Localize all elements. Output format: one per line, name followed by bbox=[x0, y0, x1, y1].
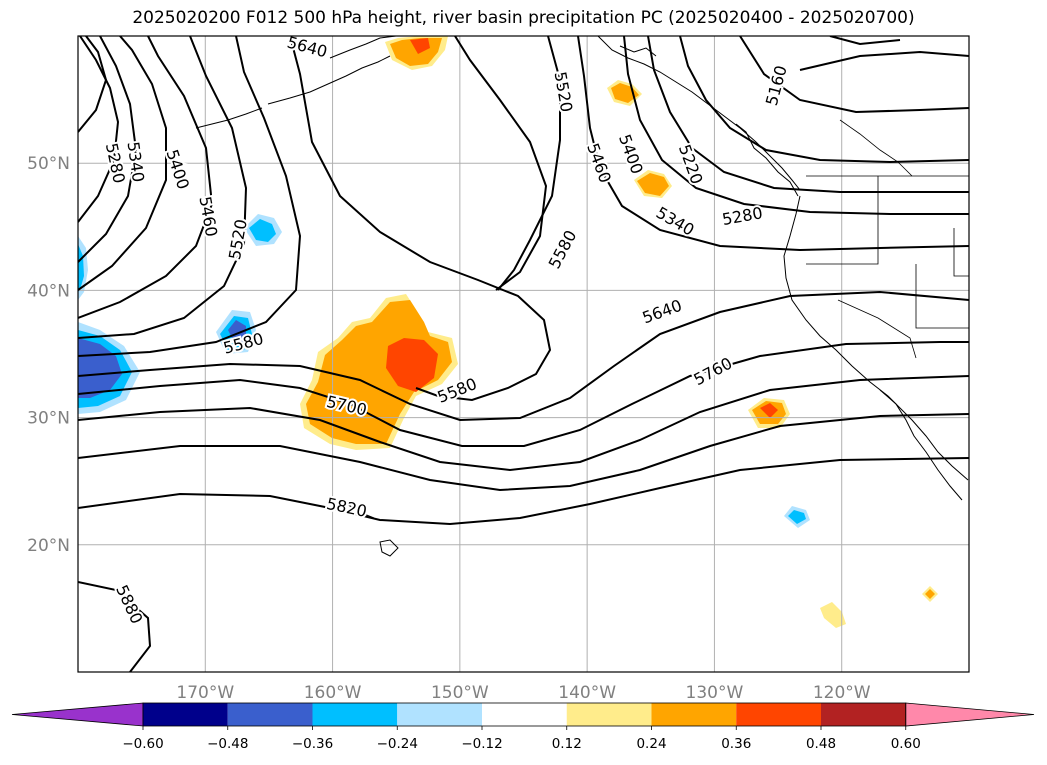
contour-label: 5520 bbox=[549, 68, 579, 115]
contour-label: 5460 bbox=[193, 193, 223, 240]
colorbar-segment bbox=[143, 703, 228, 726]
contour-label: 5160 bbox=[760, 61, 793, 109]
lat-lon-grid bbox=[78, 36, 969, 672]
axis-ticks: 170°W 160°W 150°W 140°W 130°W 120°W 20°N 30°N 40… bbox=[27, 154, 871, 703]
svg-text:5880: 5880 bbox=[112, 582, 146, 627]
svg-text:5220: 5220 bbox=[675, 142, 707, 187]
svg-text:5520: 5520 bbox=[551, 70, 577, 113]
colorbar-tick-label: −0.60 bbox=[122, 736, 163, 752]
svg-text:5640: 5640 bbox=[285, 33, 329, 62]
svg-text:5400: 5400 bbox=[615, 132, 647, 177]
svg-text:5520: 5520 bbox=[225, 218, 251, 261]
contour-label: 5880 bbox=[110, 580, 148, 629]
contour-label: 5520 bbox=[223, 216, 253, 263]
colorbar-segment bbox=[227, 703, 313, 726]
colorbar-segment bbox=[566, 703, 652, 726]
contour-label: 5580 bbox=[543, 225, 583, 274]
colorbar: −0.60 −0.48 −0.36 −0.24 −0.12 0.12 0.24 0.36 0.4… bbox=[11, 702, 1035, 752]
colorbar-segment bbox=[821, 703, 906, 726]
lat-tick-label: 40°N bbox=[27, 281, 70, 301]
colorbar-tick-label: −0.24 bbox=[377, 736, 418, 752]
contour-label: 5220 bbox=[673, 140, 709, 189]
svg-text:5460: 5460 bbox=[195, 195, 221, 238]
contour-label: 5820 bbox=[323, 492, 371, 523]
height-contours bbox=[78, 36, 969, 672]
svg-text:5580: 5580 bbox=[545, 227, 581, 272]
lon-tick-label: 130°W bbox=[686, 683, 744, 703]
svg-text:5760: 5760 bbox=[690, 353, 735, 389]
colorbar-segment bbox=[736, 703, 821, 726]
contour-label: 5760 bbox=[688, 351, 737, 391]
colorbar-tick-label: 0.36 bbox=[721, 736, 751, 752]
contour-label: 5640 bbox=[283, 31, 331, 64]
colorbar-tick-label: 0.60 bbox=[891, 736, 921, 752]
colorbar-segment bbox=[651, 703, 737, 726]
map-frame bbox=[77, 35, 970, 673]
svg-text:5640: 5640 bbox=[640, 296, 685, 328]
lat-tick-label: 20°N bbox=[27, 536, 70, 556]
colorbar-tick-label: −0.48 bbox=[207, 736, 248, 752]
colorbar-tick-label: 0.48 bbox=[806, 736, 836, 752]
contour-label: 5400 bbox=[160, 145, 195, 194]
svg-text:5280: 5280 bbox=[721, 203, 764, 229]
colorbar-tick-label: −0.36 bbox=[292, 736, 333, 752]
colorbar-segment bbox=[312, 703, 398, 726]
colorbar-extend-high bbox=[905, 702, 1035, 727]
colorbar-tick-label: −0.12 bbox=[461, 736, 502, 752]
contour-label: 5640 bbox=[638, 294, 687, 330]
colorbar-segment bbox=[482, 703, 567, 726]
coastline bbox=[195, 36, 969, 557]
colorbar-tick-label: 0.24 bbox=[636, 736, 666, 752]
colorbar-extend-low bbox=[11, 702, 144, 727]
contour-label: 5280 bbox=[719, 201, 766, 231]
lon-tick-label: 170°W bbox=[176, 683, 234, 703]
svg-text:5160: 5160 bbox=[762, 63, 791, 107]
lat-tick-label: 50°N bbox=[27, 154, 70, 174]
lon-tick-label: 120°W bbox=[813, 683, 871, 703]
svg-text:5400: 5400 bbox=[162, 147, 193, 192]
precipitation-shading bbox=[78, 36, 938, 628]
chart-title: 2025020200 F012 500 hPa height, river ba… bbox=[132, 8, 915, 28]
svg-text:5820: 5820 bbox=[325, 494, 369, 521]
lon-tick-label: 150°W bbox=[431, 683, 489, 703]
lat-tick-label: 30°N bbox=[27, 409, 70, 429]
contour-label: 5400 bbox=[613, 130, 649, 179]
colorbar-segment bbox=[397, 703, 482, 726]
colorbar-tick-label: 0.12 bbox=[552, 736, 582, 752]
lon-tick-label: 140°W bbox=[558, 683, 616, 703]
lon-tick-label: 160°W bbox=[304, 683, 362, 703]
